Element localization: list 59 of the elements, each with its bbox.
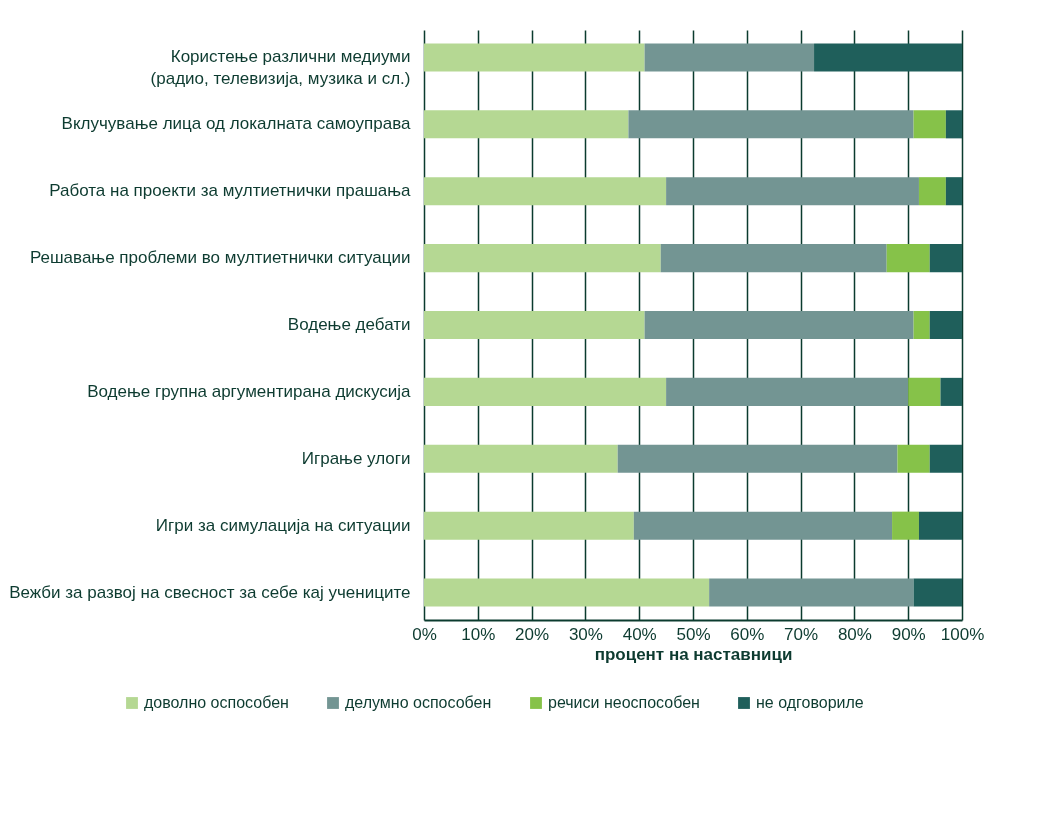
- x-axis-title: процент на наставници: [594, 644, 793, 664]
- bar: [709, 578, 914, 607]
- bar: [814, 43, 962, 72]
- y-tick-label: Водење дебати: [287, 315, 411, 334]
- y-tick-label: Вежби за развој на свесност за себе кај учениците: [9, 582, 411, 602]
- y-tick-label: Водење групна аргументирана дискусија: [87, 381, 412, 401]
- bar: [424, 110, 629, 139]
- x-tick-label: 60%: [730, 624, 765, 644]
- bar: [929, 244, 962, 273]
- bar: [929, 310, 962, 340]
- bar: [918, 511, 962, 540]
- y-tick-label: Игри за симулација на ситуации: [155, 515, 411, 535]
- bar: [424, 177, 667, 206]
- bar: [628, 110, 914, 139]
- bar: [424, 43, 645, 72]
- y-tick-label: Работа на проекти за мултиетнички прашања: [49, 181, 412, 201]
- y-tick-label: Вклучување лица од локалната самоуправа: [61, 114, 412, 134]
- y-tick-label: Играње улоги: [301, 448, 411, 468]
- bar: [644, 310, 914, 340]
- bar: [424, 377, 667, 406]
- bar: [892, 511, 919, 540]
- bar: [913, 310, 930, 340]
- bar: [929, 444, 962, 473]
- bar: [660, 244, 887, 273]
- bar: [424, 444, 618, 473]
- bar: [644, 43, 815, 72]
- legend-label: не одговориле: [756, 694, 864, 711]
- bar: [897, 444, 930, 473]
- bar: [940, 377, 962, 406]
- bar: [913, 110, 946, 139]
- x-tick-label: 10%: [461, 624, 496, 644]
- bar: [633, 511, 893, 540]
- bar: [617, 444, 898, 473]
- bar: [908, 377, 941, 406]
- bar: [666, 377, 909, 406]
- bar: [424, 244, 661, 273]
- legend-label: доволно оспособен: [144, 694, 289, 711]
- x-tick-label: 50%: [676, 624, 711, 644]
- bar: [886, 244, 930, 273]
- x-tick-label: 30%: [568, 624, 603, 644]
- bar: [913, 578, 962, 607]
- bar: [424, 511, 634, 540]
- x-tick-label: 20%: [515, 624, 550, 644]
- x-tick-label: 80%: [837, 624, 872, 644]
- x-tick-label: 100%: [940, 624, 985, 644]
- legend-label: делумно оспособен: [345, 694, 492, 711]
- x-tick-label: 70%: [784, 624, 819, 644]
- bar: [424, 310, 645, 340]
- y-tick-label: Решавање проблеми во мултиетнички ситуации: [29, 248, 411, 268]
- bar: [945, 110, 962, 139]
- x-tick-label: 90%: [891, 624, 926, 644]
- bar: [945, 177, 962, 206]
- x-tick-label: 0%: [412, 624, 437, 644]
- y-tick-label: Користење различни медиуми (радио, телевизија, музика и сл.): [150, 47, 411, 89]
- legend-label: речиси неоспособен: [548, 694, 700, 711]
- bar: [424, 578, 710, 607]
- bar: [666, 177, 919, 206]
- bar: [918, 177, 946, 206]
- x-tick-label: 40%: [622, 624, 657, 644]
